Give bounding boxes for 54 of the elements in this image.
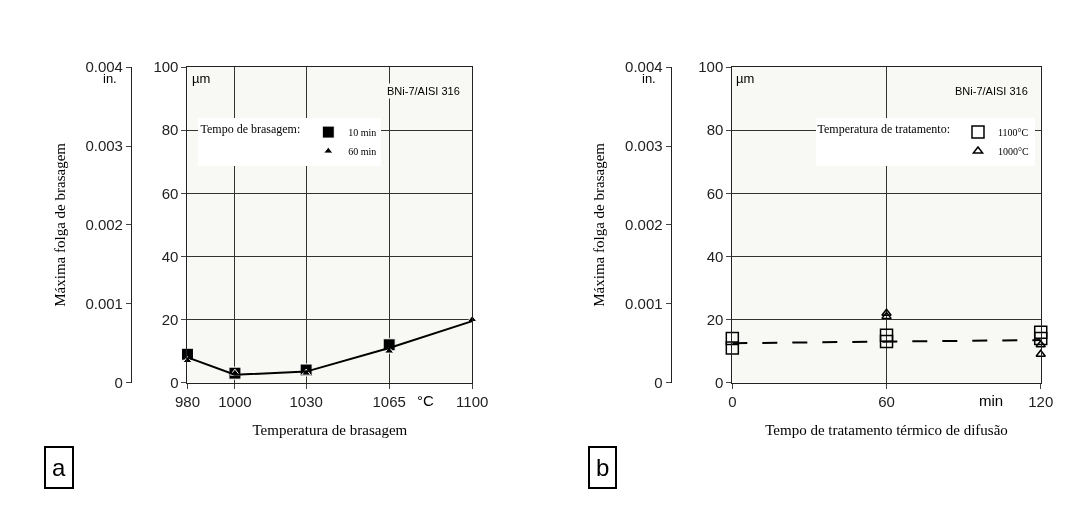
x-axis-title: Temperatura de brasagem — [252, 421, 408, 438]
y2-tick-label: 0.003 — [625, 137, 663, 155]
point — [725, 331, 740, 346]
x-tick-label: 0 — [728, 392, 737, 410]
legend-label: 60 min — [348, 146, 377, 157]
x-tick-label: 1000 — [218, 392, 252, 410]
legend-label: 10 min — [348, 127, 377, 138]
point — [1033, 331, 1048, 346]
point — [725, 341, 740, 355]
text: a — [52, 454, 66, 481]
x-tick-label: 1030 — [289, 392, 323, 410]
x-tick-label: 980 — [174, 392, 200, 410]
x-axis-title: Tempo de tratamento térmico de difusão — [765, 421, 1008, 438]
y-tick-label: 100 — [153, 58, 179, 76]
y2-axis-title: Máxima folga de brasagem — [51, 142, 68, 307]
x-tick-label: 60 — [878, 392, 895, 410]
legend-title: Temperatura de tratamento: — [817, 122, 950, 137]
y2-tick-label: 0.001 — [625, 295, 663, 313]
y-tick-label: 100 — [698, 58, 724, 76]
y-tick-label: 20 — [161, 310, 179, 328]
point — [881, 308, 892, 316]
y-tick-label: 60 — [706, 184, 724, 202]
point — [879, 328, 894, 343]
y-tick-label: 80 — [161, 121, 179, 139]
y-tick-label: 20 — [706, 310, 724, 328]
y-tick-label: 0 — [714, 373, 724, 391]
point — [881, 311, 892, 320]
x-tick-label: 1100 — [456, 392, 489, 410]
y2-tick-label: 0.002 — [85, 216, 123, 234]
y-tick-label: 0 — [170, 373, 179, 391]
legend-title: Tempo de brasagem: — [200, 122, 301, 137]
annotation: µm — [736, 71, 755, 86]
x-tick-label: 120 — [1028, 392, 1054, 410]
y-tick-label: 80 — [706, 121, 724, 139]
legend-label: 1000°C — [997, 146, 1029, 157]
point — [1033, 325, 1048, 339]
text: b — [596, 454, 610, 481]
y2-tick-label: 0.003 — [85, 137, 123, 155]
legend-label: 1100°C — [997, 127, 1029, 138]
text: min — [979, 392, 1004, 409]
y2-tick-label: 0 — [114, 373, 123, 391]
y-tick-label: 40 — [161, 247, 179, 265]
text: °C — [417, 392, 434, 409]
x-tick-label: 1065 — [372, 392, 406, 410]
annotation: µm — [192, 71, 211, 86]
y2-tick-label: 0.001 — [85, 295, 123, 313]
annotation: BNi-7/AISI 316 — [955, 85, 1028, 97]
point — [879, 334, 894, 349]
y-tick-label: 60 — [161, 184, 179, 202]
y-tick-label: 40 — [706, 247, 724, 265]
y2-tick-label: 0.002 — [625, 216, 663, 234]
annotation: BNi-7/AISI 316 — [387, 85, 460, 97]
y2-axis-title: Máxima folga de brasagem — [591, 142, 608, 307]
y2-tick-label: 0 — [654, 373, 663, 391]
